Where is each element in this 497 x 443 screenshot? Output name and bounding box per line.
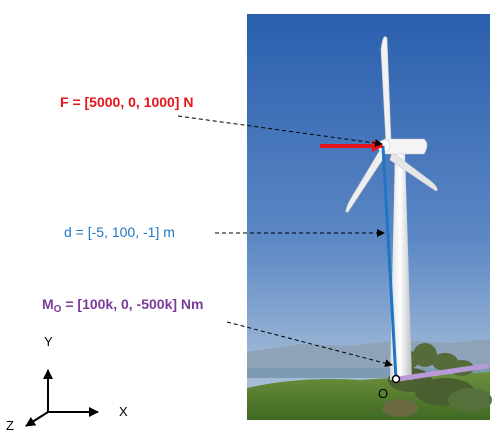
distance-label: d = [-5, 100, -1] m	[64, 224, 175, 240]
turbine-blade-lower-left	[345, 149, 386, 213]
turbine-blade-right	[389, 151, 438, 192]
z-axis-label: Z	[6, 418, 14, 433]
force-label: F = [5000, 0, 1000] N	[60, 94, 193, 110]
turbine-tower	[390, 152, 412, 380]
moment-leader-line	[226, 321, 393, 368]
moment-label-prefix: M	[42, 296, 54, 312]
z-axis-arrow	[25, 411, 49, 427]
moment-label: MO = [100k, 0, -500k] Nm	[42, 296, 203, 315]
y-axis-label: Y	[44, 334, 53, 349]
coordinate-axes: Y X Z	[6, 334, 128, 433]
origin-label: O	[378, 386, 388, 401]
distance-vector-line	[381, 145, 398, 380]
origin-point	[391, 374, 401, 384]
moment-label-value: = [100k, 0, -500k] Nm	[61, 296, 203, 312]
moment-label-subscript: O	[54, 304, 62, 315]
turbine-blade-top	[380, 36, 392, 145]
x-axis-label: X	[119, 404, 128, 419]
turbine-nacelle	[383, 138, 428, 155]
turbine-photo	[247, 14, 492, 420]
force-leader-line	[177, 115, 383, 148]
moment-vector-line	[395, 363, 489, 382]
sea	[247, 368, 490, 378]
